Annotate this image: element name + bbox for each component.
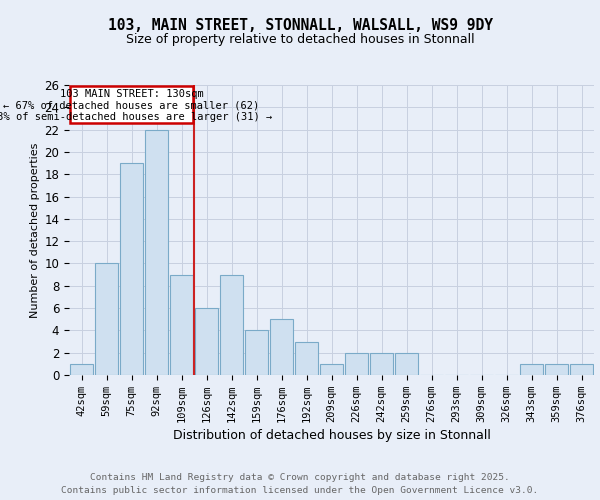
Bar <box>170 274 193 375</box>
Bar <box>295 342 319 375</box>
Bar <box>70 364 94 375</box>
Bar <box>320 364 343 375</box>
Bar <box>220 274 244 375</box>
Y-axis label: Number of detached properties: Number of detached properties <box>30 142 40 318</box>
Bar <box>370 352 394 375</box>
Text: 103 MAIN STREET: 130sqm: 103 MAIN STREET: 130sqm <box>59 89 203 99</box>
Text: ← 67% of detached houses are smaller (62): ← 67% of detached houses are smaller (62… <box>4 100 260 110</box>
Bar <box>145 130 169 375</box>
Bar <box>95 264 118 375</box>
Bar <box>395 352 418 375</box>
Text: Size of property relative to detached houses in Stonnall: Size of property relative to detached ho… <box>125 32 475 46</box>
X-axis label: Distribution of detached houses by size in Stonnall: Distribution of detached houses by size … <box>173 429 490 442</box>
Bar <box>269 319 293 375</box>
Text: 103, MAIN STREET, STONNALL, WALSALL, WS9 9DY: 103, MAIN STREET, STONNALL, WALSALL, WS9… <box>107 18 493 32</box>
Bar <box>569 364 593 375</box>
Text: Contains HM Land Registry data © Crown copyright and database right 2025.: Contains HM Land Registry data © Crown c… <box>90 472 510 482</box>
Text: Contains public sector information licensed under the Open Government Licence v3: Contains public sector information licen… <box>61 486 539 495</box>
Bar <box>119 163 143 375</box>
Bar <box>194 308 218 375</box>
Bar <box>70 86 193 123</box>
Bar <box>245 330 268 375</box>
Text: 33% of semi-detached houses are larger (31) →: 33% of semi-detached houses are larger (… <box>0 112 272 122</box>
Bar <box>344 352 368 375</box>
Bar <box>545 364 568 375</box>
Bar <box>520 364 544 375</box>
